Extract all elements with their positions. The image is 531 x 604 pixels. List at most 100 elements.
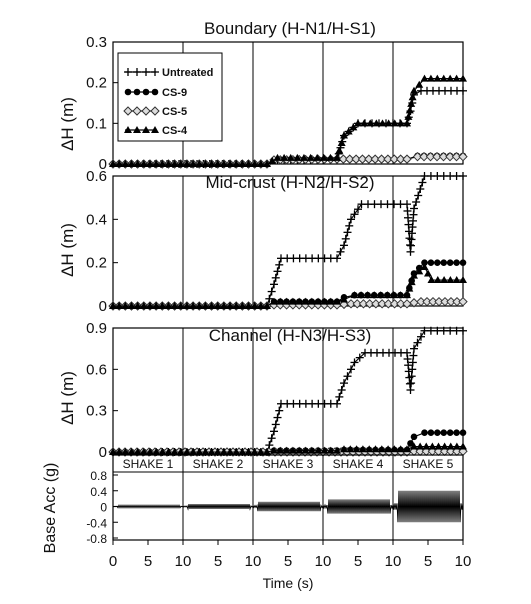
triangle-point bbox=[389, 291, 398, 299]
circle-point bbox=[407, 440, 414, 447]
triangle-marker bbox=[133, 126, 141, 133]
shake-labels: SHAKE 1 SHAKE 2 SHAKE 3 SHAKE 4 SHAKE 5 bbox=[123, 457, 454, 471]
triangle-point bbox=[452, 442, 461, 450]
diamond-point bbox=[396, 299, 406, 309]
panel-boundary: Boundary (H-N1/H-S1) ΔH (m) 0 0.1 0.2 0.3 U… bbox=[58, 19, 468, 173]
triangle-point bbox=[273, 153, 282, 161]
triangle-point bbox=[189, 302, 198, 309]
triangle-point bbox=[207, 302, 216, 309]
triangle-point bbox=[426, 74, 435, 82]
triangle-point bbox=[344, 127, 353, 135]
x-tick-label: 10 bbox=[315, 553, 332, 570]
triangle-point bbox=[360, 119, 369, 127]
triangle-point bbox=[384, 445, 393, 453]
circle-point bbox=[427, 429, 435, 437]
diamond-point bbox=[346, 299, 356, 309]
triangle-point bbox=[201, 448, 210, 455]
triangle-point bbox=[439, 74, 448, 82]
triangle-point bbox=[407, 99, 416, 107]
triangle-point bbox=[377, 445, 386, 453]
triangle-point bbox=[452, 276, 461, 283]
triangle-point bbox=[434, 442, 443, 450]
plus-point bbox=[403, 200, 411, 209]
plus-point bbox=[275, 260, 284, 269]
triangle-point bbox=[340, 295, 348, 303]
plus-point bbox=[271, 420, 280, 429]
data-series bbox=[108, 74, 468, 169]
triangle-point bbox=[207, 448, 216, 455]
legend-label: CS-5 bbox=[162, 106, 187, 118]
y-tick-label: 0.1 bbox=[86, 115, 107, 132]
panel-title: Mid-crust (H-N2/H-S2) bbox=[205, 173, 374, 192]
circle-point bbox=[459, 259, 467, 266]
triangle-point bbox=[440, 276, 449, 283]
triangle-point bbox=[354, 119, 362, 127]
plus-point bbox=[270, 280, 278, 289]
triangle-point bbox=[270, 297, 278, 305]
plus-point bbox=[459, 172, 467, 180]
shake-dividers bbox=[182, 176, 394, 306]
triangle-point bbox=[115, 302, 124, 309]
triangle-point bbox=[301, 446, 310, 454]
triangle-point bbox=[213, 448, 222, 455]
triangle-point bbox=[133, 448, 142, 455]
plus-marker bbox=[124, 68, 132, 76]
triangle-point bbox=[314, 446, 323, 454]
triangle-point bbox=[282, 297, 291, 305]
y-ticks: -0.8 -0.40 0.4 0.8 bbox=[86, 469, 118, 546]
plus-point bbox=[340, 241, 348, 250]
acc-trace-4 bbox=[322, 499, 394, 514]
triangle-point bbox=[250, 302, 259, 309]
triangle-point bbox=[405, 106, 414, 114]
triangle-point bbox=[320, 297, 329, 305]
triangle-point bbox=[280, 153, 289, 161]
plus-point bbox=[406, 386, 415, 394]
triangle-point bbox=[350, 291, 359, 299]
plus-point bbox=[265, 294, 274, 303]
diamond-point bbox=[458, 296, 468, 307]
triangle-point bbox=[176, 160, 185, 167]
diamond-point bbox=[412, 151, 423, 162]
triangle-point bbox=[276, 446, 285, 454]
diamond-point bbox=[419, 151, 429, 162]
triangle-point bbox=[320, 446, 329, 454]
x-tick-label: 5 bbox=[284, 553, 292, 570]
y-ticks: 0 0.1 0.2 0.3 bbox=[86, 34, 118, 173]
triangle-point bbox=[250, 160, 259, 167]
diamond-point bbox=[377, 299, 387, 309]
shake-label: SHAKE 3 bbox=[263, 457, 314, 471]
triangle-point bbox=[405, 284, 414, 292]
triangle-point bbox=[403, 291, 411, 299]
plus-point bbox=[408, 365, 417, 374]
triangle-point bbox=[358, 445, 367, 453]
plus-point bbox=[336, 247, 345, 256]
triangle-point bbox=[109, 302, 117, 309]
triangle-point bbox=[306, 153, 315, 161]
shake-dividers bbox=[182, 328, 394, 452]
legend-entry-cs9: CS-9 bbox=[124, 87, 187, 99]
triangle-point bbox=[319, 153, 328, 161]
triangle-point bbox=[152, 302, 161, 309]
triangle-point bbox=[133, 302, 142, 309]
plus-marker bbox=[151, 68, 159, 76]
circle-point bbox=[459, 429, 467, 437]
acc-trace-2 bbox=[182, 504, 254, 511]
y-tick-label: 0.3 bbox=[86, 34, 107, 51]
triangle-point bbox=[213, 302, 222, 309]
acc-trace-3 bbox=[252, 501, 324, 512]
plus-point bbox=[408, 358, 417, 367]
data-series bbox=[108, 172, 468, 311]
circle-marker bbox=[133, 88, 141, 96]
y-tick-label: 0.9 bbox=[86, 320, 107, 337]
x-tick-label: 5 bbox=[424, 553, 432, 570]
circle-point bbox=[440, 429, 448, 437]
circle-point bbox=[453, 259, 460, 266]
triangle-point bbox=[127, 448, 136, 455]
diamond-point bbox=[370, 154, 380, 164]
diamond-point bbox=[351, 154, 361, 164]
triangle-point bbox=[152, 448, 161, 455]
plus-point bbox=[333, 254, 341, 263]
triangle-point bbox=[164, 302, 173, 309]
triangle-point bbox=[420, 263, 429, 270]
diamond-point bbox=[402, 154, 412, 164]
